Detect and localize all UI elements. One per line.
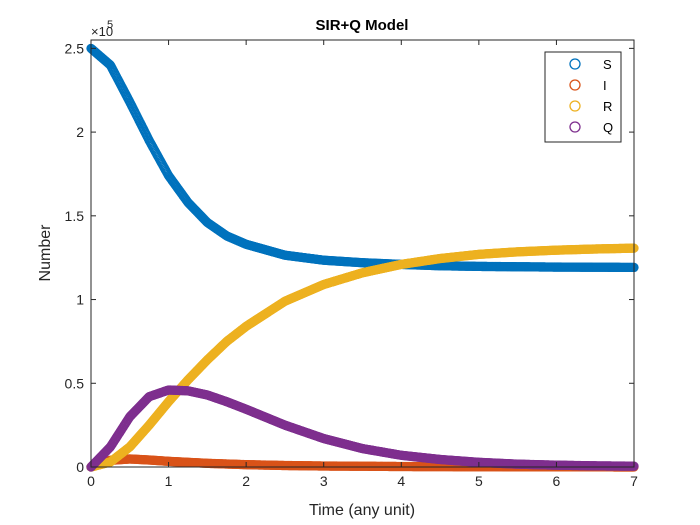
series-Q <box>86 385 639 472</box>
y-tick-label: 0.5 <box>65 375 85 391</box>
x-axis-label: Time (any unit) <box>309 502 415 519</box>
x-axis-ticks: 0 1 2 3 4 5 6 7 <box>87 40 638 489</box>
x-tick-label: 5 <box>475 473 483 489</box>
y-multiplier: ×10 5 <box>91 19 113 39</box>
series-S <box>86 43 639 273</box>
x-tick-label: 0 <box>87 473 95 489</box>
x-tick-label: 2 <box>242 473 250 489</box>
x-tick-label: 4 <box>397 473 405 489</box>
x-tick-label: 7 <box>630 473 638 489</box>
x-tick-label: 3 <box>320 473 328 489</box>
y-axis-ticks: 0 0.5 1 1.5 2 2.5 <box>65 40 634 475</box>
axes-box <box>90 39 635 468</box>
x-tick-label: 1 <box>165 473 173 489</box>
y-tick-label: 0 <box>76 459 84 475</box>
y-multiplier-base: ×10 <box>91 24 113 39</box>
y-axis-label: Number <box>37 224 54 282</box>
y-tick-label: 1.5 <box>65 208 85 224</box>
x-tick-label: 6 <box>553 473 561 489</box>
y-tick-label: 2 <box>76 124 84 140</box>
legend-marker-Q <box>569 121 581 133</box>
chart-title: SIR+Q Model <box>316 17 409 34</box>
legend-label-R: R <box>603 99 612 114</box>
legend-marker-S <box>569 58 581 70</box>
y-tick-label: 2.5 <box>65 40 85 56</box>
legend-label-Q: Q <box>603 120 613 135</box>
legend-label-S: S <box>603 57 612 72</box>
legend-box <box>544 51 622 143</box>
legend-marker-I <box>569 79 581 91</box>
legend-label-I: I <box>603 78 607 93</box>
legend-marker-R <box>569 100 581 112</box>
series-R <box>86 243 639 472</box>
y-tick-label: 1 <box>76 292 84 308</box>
y-multiplier-exponent: 5 <box>107 19 113 31</box>
